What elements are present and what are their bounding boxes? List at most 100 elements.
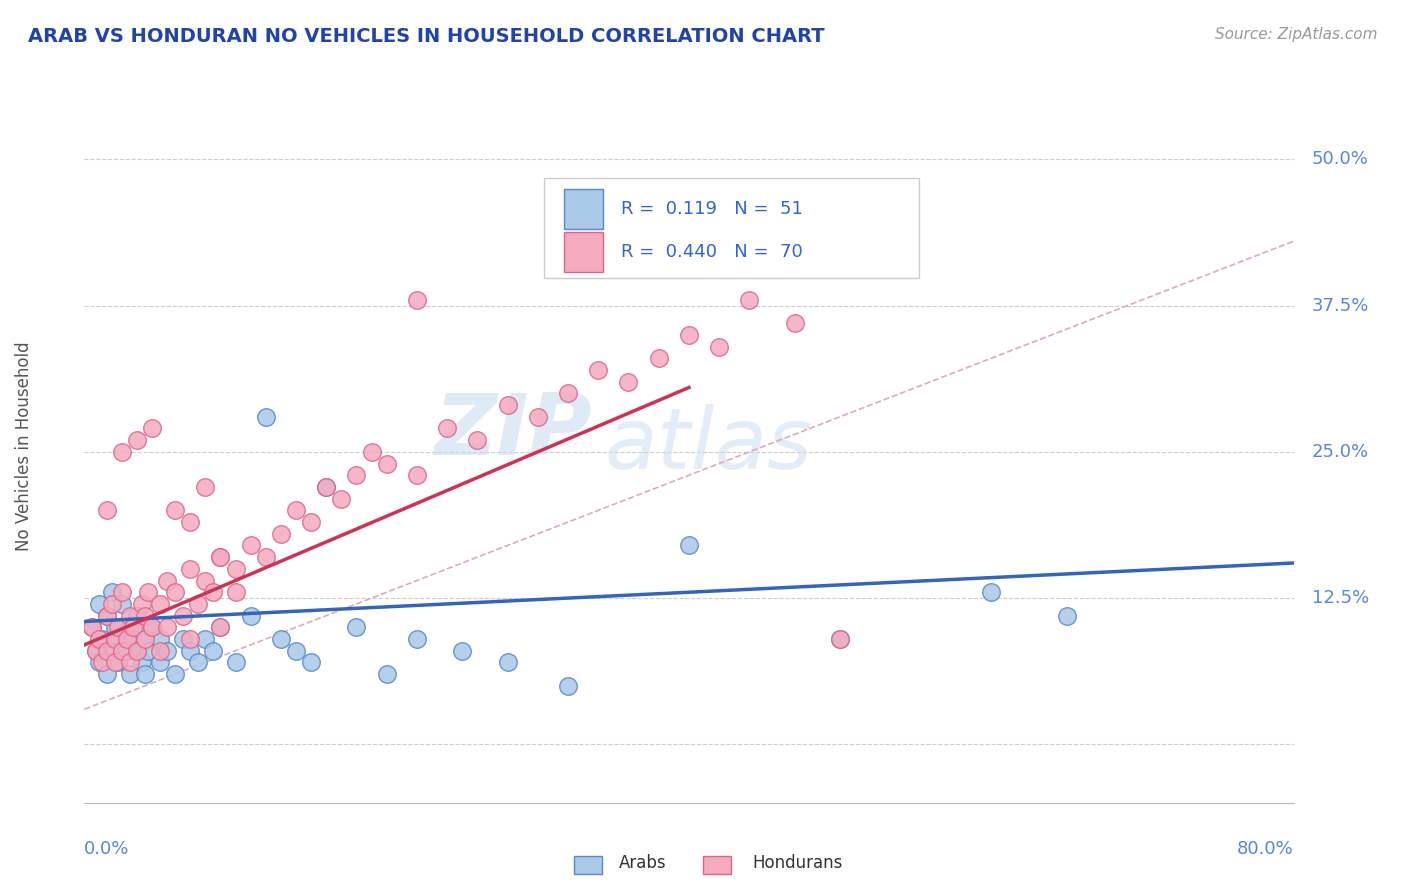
Point (149, 632, 172, 646)
Point (496, 656, 519, 670)
Point (111, 632, 134, 646)
Point (86, 644, 108, 658)
Point (149, 644, 172, 658)
Point (406, 632, 429, 646)
FancyBboxPatch shape (574, 856, 602, 874)
Point (121, 620, 143, 634)
Text: 25.0%: 25.0% (1312, 442, 1369, 461)
Point (172, 632, 194, 646)
Point (104, 620, 127, 634)
Point (451, 644, 474, 658)
Point (91, 632, 114, 646)
Point (678, 327, 700, 342)
Point (980, 585, 1002, 599)
Text: R =  0.440   N =  70: R = 0.440 N = 70 (621, 243, 803, 260)
Text: Arabs: Arabs (619, 854, 666, 871)
Point (194, 632, 217, 646)
Point (225, 562, 247, 576)
Point (118, 608, 141, 623)
Point (172, 608, 194, 623)
Text: atlas: atlas (605, 404, 813, 488)
Text: ARAB VS HONDURAN NO VEHICLES IN HOUSEHOLD CORRELATION CHART: ARAB VS HONDURAN NO VEHICLES IN HOUSEHOL… (28, 27, 825, 45)
Point (588, 363, 610, 377)
Text: 37.5%: 37.5% (1312, 297, 1369, 315)
Text: 0.0%: 0.0% (84, 840, 129, 858)
FancyBboxPatch shape (544, 178, 918, 278)
Text: No Vehicles in Household: No Vehicles in Household (15, 341, 32, 551)
Point (89, 597, 111, 611)
Text: 12.5%: 12.5% (1312, 589, 1369, 607)
Point (299, 656, 322, 670)
Point (209, 550, 232, 565)
Text: R =  0.119   N =  51: R = 0.119 N = 51 (621, 200, 803, 218)
Point (111, 445, 134, 459)
Point (526, 409, 548, 424)
Point (111, 644, 134, 658)
Point (107, 620, 129, 634)
Point (115, 644, 138, 658)
Point (375, 457, 398, 471)
Point (830, 632, 852, 646)
Point (201, 644, 224, 658)
Point (89, 656, 111, 670)
Point (557, 386, 579, 401)
Point (131, 597, 153, 611)
Point (254, 409, 277, 424)
FancyBboxPatch shape (564, 189, 603, 228)
Point (179, 644, 201, 658)
Point (187, 597, 209, 611)
Point (709, 340, 731, 354)
Point (89, 632, 111, 646)
Point (134, 608, 156, 623)
Point (96, 644, 118, 658)
Point (830, 632, 852, 646)
Point (467, 433, 489, 447)
Point (209, 550, 232, 565)
Point (557, 679, 579, 693)
Point (149, 656, 172, 670)
Point (127, 433, 149, 447)
Point (96, 608, 118, 623)
Point (225, 656, 247, 670)
Point (647, 351, 671, 366)
Point (738, 293, 761, 307)
Point (80, 620, 103, 634)
Point (131, 656, 153, 670)
Point (187, 656, 209, 670)
Text: 50.0%: 50.0% (1312, 151, 1368, 169)
FancyBboxPatch shape (564, 232, 603, 271)
Point (134, 632, 156, 646)
Point (209, 620, 232, 634)
Point (270, 632, 292, 646)
Point (127, 608, 149, 623)
Point (141, 620, 163, 634)
Point (100, 597, 122, 611)
Point (136, 644, 159, 658)
Point (141, 620, 163, 634)
Point (163, 667, 186, 681)
Point (194, 480, 217, 494)
Point (121, 632, 143, 646)
Point (179, 632, 201, 646)
FancyBboxPatch shape (703, 856, 731, 874)
Point (406, 468, 429, 483)
Point (127, 644, 149, 658)
Point (330, 491, 353, 506)
Point (360, 445, 382, 459)
Point (100, 585, 122, 599)
Point (225, 585, 247, 599)
Point (91, 656, 114, 670)
Point (179, 515, 201, 529)
Point (209, 620, 232, 634)
Point (111, 585, 134, 599)
Point (201, 585, 224, 599)
Point (104, 656, 127, 670)
Text: ZIP: ZIP (434, 390, 592, 474)
Point (141, 421, 163, 435)
Point (284, 503, 308, 517)
Point (678, 538, 700, 552)
Point (239, 608, 262, 623)
Point (96, 608, 118, 623)
Point (406, 293, 429, 307)
Point (156, 620, 179, 634)
